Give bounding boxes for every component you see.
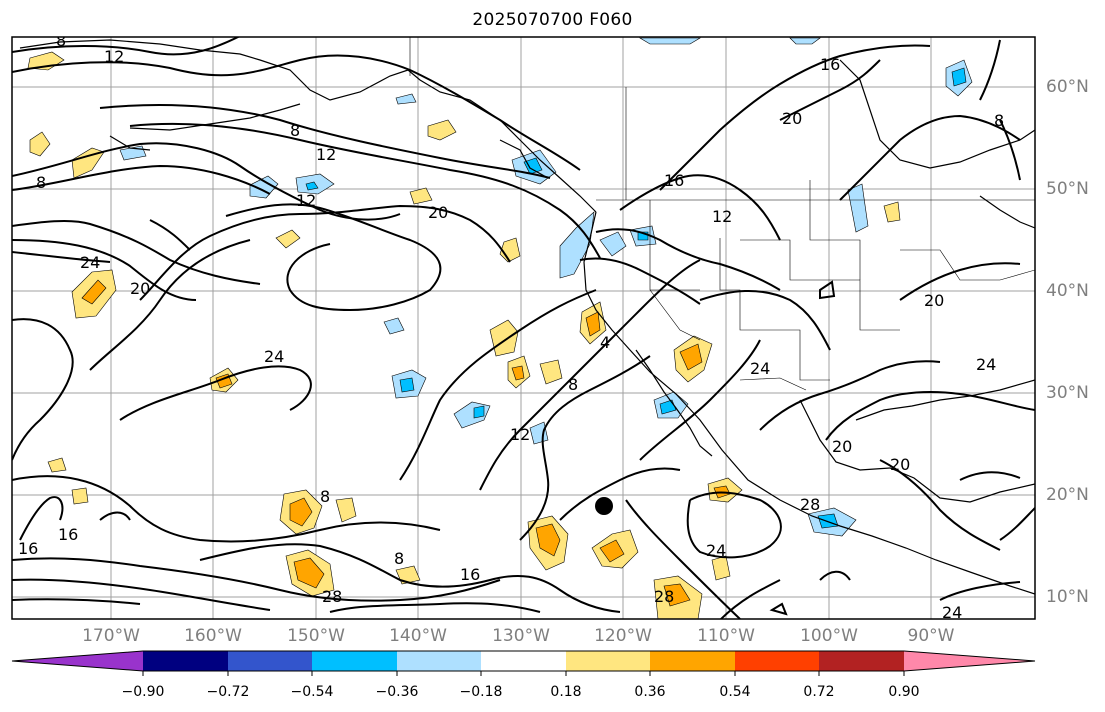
lat-label: 10°N (1046, 587, 1089, 607)
colorbar-tick-label: 0.36 (634, 684, 666, 700)
lon-label: 160°W (184, 626, 242, 646)
contour-label: 20 (130, 279, 150, 298)
lon-label: 130°W (492, 626, 550, 646)
contour-label: 24 (750, 359, 770, 378)
colorbar-tick-label: −0.54 (290, 684, 334, 700)
colorbar-seg-2 (228, 651, 312, 671)
contour-label: 8 (56, 31, 66, 50)
contour-label: 4 (600, 333, 610, 352)
lon-label: 110°W (697, 626, 755, 646)
contour-label: 8 (320, 487, 330, 506)
colorbar-tick-label: −0.90 (121, 684, 165, 700)
contour-label: 24 (264, 347, 284, 366)
contour-label: 28 (322, 587, 342, 606)
contour-label: 8 (290, 121, 300, 140)
lon-label: 90°W (907, 626, 955, 646)
lat-label: 60°N (1046, 77, 1089, 97)
lat-label: 50°N (1046, 179, 1089, 199)
state-borders (409, 37, 1035, 391)
colorbar-seg-10 (904, 651, 1035, 671)
contour-label: 24 (80, 253, 100, 272)
contour-label: 12 (104, 47, 124, 66)
contour-label: 8 (994, 111, 1004, 130)
colorbar-tick-label: −0.36 (375, 684, 419, 700)
lon-label: 170°W (82, 626, 140, 646)
colorbar-tick-label: 0.90 (888, 684, 920, 700)
contour-label: 20 (924, 291, 944, 310)
colorbar-seg-1 (143, 651, 228, 671)
colorbar-tick-label: 0.72 (803, 684, 835, 700)
contour-label: 12 (316, 145, 336, 164)
contour-label: 20 (832, 437, 852, 456)
shaded-patches (27, 37, 973, 619)
contour-lines (12, 37, 1035, 619)
contour-labels: 8 12 12 8 16 20 24 20 16 12 20 24 12 4 8… (18, 31, 1004, 622)
contour-label: 16 (664, 171, 684, 190)
colorbar-seg-5 (481, 651, 566, 671)
contour-label: 24 (706, 541, 726, 560)
lon-label: 120°W (594, 626, 652, 646)
contour-label: 8 (394, 549, 404, 568)
colorbar-seg-3 (312, 651, 397, 671)
contour-label: 12 (510, 425, 530, 444)
contour-label: 16 (460, 565, 480, 584)
colorbar-seg-6 (566, 651, 650, 671)
storm-center-marker (595, 497, 613, 515)
contour-label: 28 (654, 587, 674, 606)
contour-label: 16 (820, 55, 840, 74)
contour-label: 20 (890, 455, 910, 474)
colorbar-seg-8 (735, 651, 819, 671)
contour-label: 16 (58, 525, 78, 544)
lon-label: 150°W (287, 626, 345, 646)
lat-label: 40°N (1046, 281, 1089, 301)
contour-label: 28 (800, 495, 820, 514)
colorbar (11, 650, 1036, 676)
colorbar-tick-label: 0.54 (719, 684, 751, 700)
colorbar-tick-label: 0.18 (550, 684, 582, 700)
contour-label: 24 (976, 355, 996, 374)
colorbar-seg-0 (12, 651, 143, 671)
lat-label: 30°N (1046, 383, 1089, 403)
contour-label: 8 (36, 173, 46, 192)
contour-label: 20 (428, 203, 448, 222)
contour-label: 16 (18, 539, 38, 558)
contour-label: 8 (568, 375, 578, 394)
colorbar-seg-9 (819, 651, 904, 671)
chart-title: 2025070700 F060 (472, 10, 633, 30)
contour-label: 24 (942, 603, 962, 622)
colorbar-seg-4 (397, 651, 481, 671)
contour-label: 20 (782, 109, 802, 128)
lat-label: 20°N (1046, 485, 1089, 505)
contour-label: 12 (296, 191, 316, 210)
lon-label: 100°W (800, 626, 858, 646)
contour-label: 12 (712, 207, 732, 226)
colorbar-seg-7 (650, 651, 735, 671)
lon-label: 140°W (389, 626, 447, 646)
colorbar-tick-label: −0.72 (206, 684, 250, 700)
map-frame (11, 36, 1036, 620)
colorbar-tick-label: −0.18 (459, 684, 503, 700)
